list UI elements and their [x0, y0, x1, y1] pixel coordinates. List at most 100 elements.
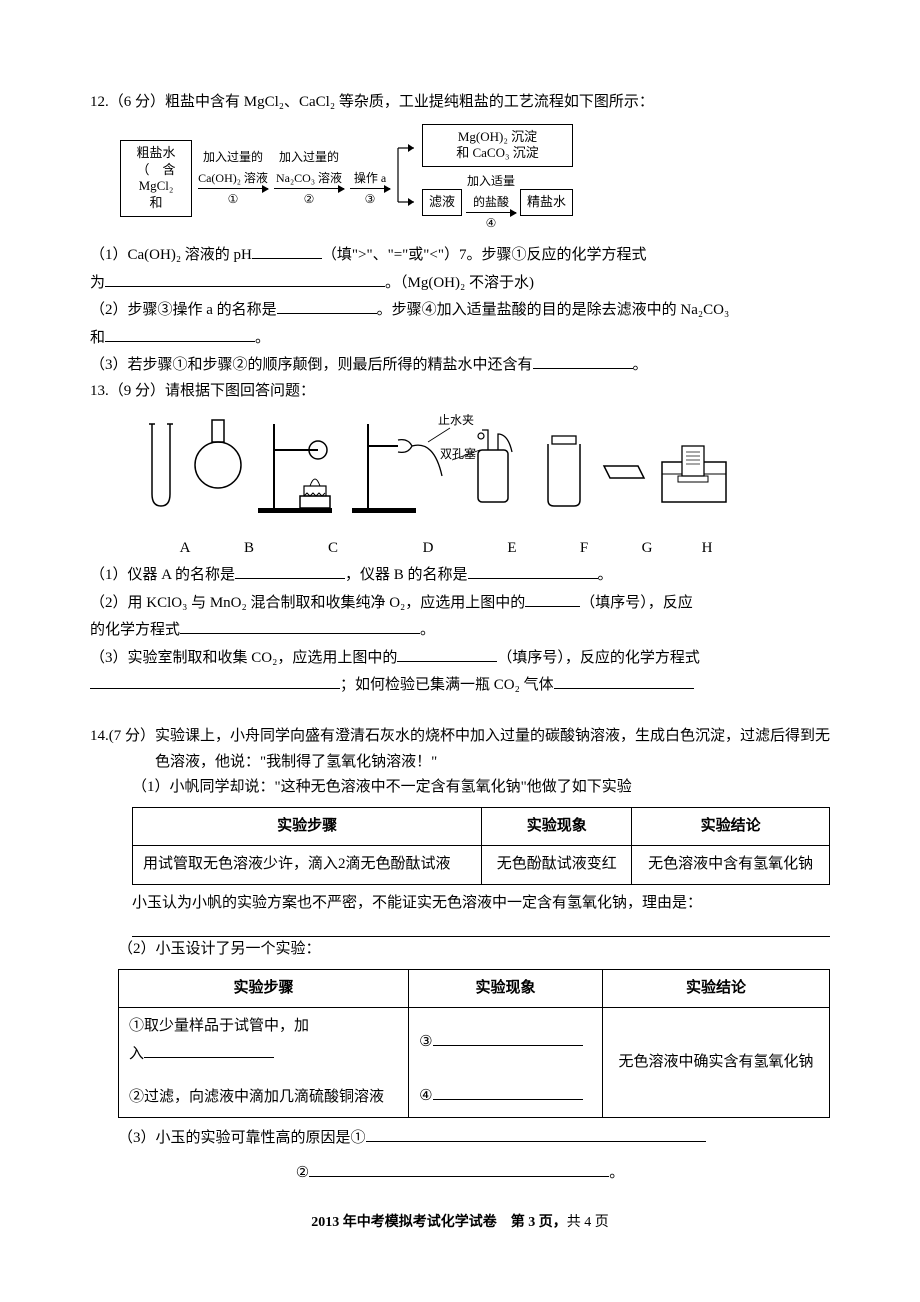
- flow-filtrate-box: 滤液: [422, 189, 462, 216]
- label-B: B: [215, 536, 283, 562]
- q14-part1: （1）小帆同学却说："这种无色溶液中不一定含有氢氧化钠"他做了如下实验: [132, 775, 830, 801]
- blank[interactable]: [105, 269, 385, 287]
- blank[interactable]: [132, 916, 830, 937]
- flow-opa-label: 操作 a: [354, 168, 386, 188]
- blank[interactable]: [277, 296, 377, 314]
- th-step: 实验步骤: [119, 969, 409, 1008]
- th-phen: 实验现象: [409, 969, 603, 1008]
- q14-table2: 实验步骤 实验现象 实验结论 ①取少量样品于试管中，加 入 ②过滤，向滤液中滴加…: [118, 969, 830, 1118]
- th-phen: 实验现象: [482, 807, 632, 846]
- flow-step2-num: ②: [304, 189, 315, 209]
- q12-p3b: 。: [633, 357, 648, 373]
- q14-p3b: ②: [296, 1165, 309, 1181]
- q13-part1: （1）仪器 A 的名称是 ，仪器 B 的名称是 。: [90, 561, 830, 589]
- blank[interactable]: [180, 616, 420, 634]
- q14-p1b-blank: [132, 916, 830, 937]
- flow-step1-top: 加入过量的: [203, 147, 263, 167]
- blank[interactable]: [433, 1028, 583, 1046]
- t2r2c2: ④: [419, 1088, 432, 1104]
- q14-stem: 实验课上，小舟同学向盛有澄清石灰水的烧杯中加入过量的碳酸钠溶液，生成白色沉淀，过…: [155, 724, 830, 775]
- td-conc: 无色溶液中含有氢氧化钠: [632, 846, 830, 885]
- flow-split: [396, 140, 416, 217]
- blank[interactable]: [397, 644, 497, 662]
- blank[interactable]: [144, 1040, 274, 1058]
- table-row: 用试管取无色溶液少许，滴入2滴无色酚酞试液 无色酚酞试液变红 无色溶液中含有氢氧…: [133, 846, 830, 885]
- th-step: 实验步骤: [133, 807, 482, 846]
- td-phen1: ③ ④: [409, 1008, 603, 1118]
- q13-p1b: ，仪器 B 的名称是: [345, 567, 468, 583]
- q14-table1: 实验步骤 实验现象 实验结论 用试管取无色溶液少许，滴入2滴无色酚酞试液 无色酚…: [132, 807, 830, 885]
- blank[interactable]: [235, 561, 345, 579]
- blank[interactable]: [90, 671, 340, 689]
- blank[interactable]: [309, 1159, 609, 1177]
- label-D: D: [383, 536, 473, 562]
- q13-p2b: （填序号），反应: [580, 595, 693, 611]
- q12-p2d: 。: [255, 330, 270, 346]
- blank[interactable]: [433, 1082, 583, 1100]
- q13-p1a: （1）仪器 A 的名称是: [90, 567, 235, 583]
- flow-step4-num: ④: [486, 213, 497, 233]
- flow-top-box: Mg(OH)₂ 沉淀 和 CaCO₃ 沉淀: [422, 124, 573, 168]
- q12-p1b: （填">"、"="或"<"）7。步骤①反应的化学方程式: [322, 247, 647, 263]
- blank[interactable]: [105, 324, 255, 342]
- q13-stem: 请根据下图回答问题：: [165, 383, 315, 399]
- flow-step1-num: ①: [228, 189, 239, 209]
- q12-p2b: 。步骤④加入适量盐酸的目的是除去滤液中的 Na₂CO₃: [377, 302, 730, 318]
- q12-flowchart: 粗盐水 （ 含 MgCl₂ 和 加入过量的 Ca(OH)₂ 溶液 ① 加入过量的…: [120, 124, 830, 234]
- q12-part1: （1）Ca(OH)₂ 溶液的 pH （填">"、"="或"<"）7。步骤①反应的化…: [90, 241, 830, 269]
- th-conc: 实验结论: [632, 807, 830, 846]
- flow-step4-mid: 的盐酸: [473, 192, 509, 212]
- flow-branches: Mg(OH)₂ 沉淀 和 CaCO₃ 沉淀 滤液 加入适量 的盐酸 ④ 精盐水: [422, 124, 573, 234]
- q12-stem: 粗盐中含有 MgCl₂、CaCl₂ 等杂质，工业提纯粗盐的工艺流程如下图所示：: [165, 94, 654, 110]
- blank[interactable]: [468, 561, 598, 579]
- footer-rest: 共 4 页: [567, 1215, 609, 1230]
- td-phen: 无色酚酞试液变红: [482, 846, 632, 885]
- label-H: H: [677, 536, 737, 562]
- flow-end-box: 精盐水: [520, 189, 573, 216]
- q14-number: 14.(7 分）: [90, 724, 155, 775]
- question-12: 12.（6 分）粗盐中含有 MgCl₂、CaCl₂ 等杂质，工业提纯粗盐的工艺流…: [90, 90, 830, 116]
- blank[interactable]: [252, 241, 322, 259]
- q13-p3c: ；如何检验已集满一瓶 CO₂ 气体: [340, 677, 554, 693]
- blank[interactable]: [366, 1124, 706, 1142]
- blank[interactable]: [533, 351, 633, 369]
- q14-p1b: 小玉认为小帆的实验方案也不严密，不能证实无色溶液中一定含有氢氧化钠，理由是：: [132, 891, 830, 917]
- flow-opa: 操作 a ③: [350, 147, 390, 209]
- q12-p2c: 和: [90, 330, 105, 346]
- table-row: 实验步骤 实验现象 实验结论: [133, 807, 830, 846]
- label-F: F: [551, 536, 617, 562]
- q14-part3: （3）小玉的实验可靠性高的原因是①: [118, 1124, 830, 1152]
- footer-bold: 2013 年中考模拟考试化学试卷 第 3 页，: [311, 1215, 567, 1230]
- q13-p3a: （3）实验室制取和收集 CO₂，应选用上图中的: [90, 650, 397, 666]
- question-13: 13.（9 分）请根据下图回答问题：: [90, 379, 830, 405]
- td-conc1: 无色溶液中确实含有氢氧化钠: [602, 1008, 829, 1118]
- t2r2c1: ②过滤，向滤液中滴加几滴硫酸铜溶液: [129, 1089, 384, 1105]
- q12-p3a: （3）若步骤①和步骤②的顺序颠倒，则最后所得的精盐水中还含有: [90, 357, 533, 373]
- q12-part2: （2）步骤③操作 a 的名称是。步骤④加入适量盐酸的目的是除去滤液中的 Na₂C…: [90, 296, 830, 324]
- q14-part2: （2）小玉设计了另一个实验：: [118, 937, 830, 963]
- flow-step1-mid: Ca(OH)₂ 溶液: [198, 168, 268, 188]
- table-row: ①取少量样品于试管中，加 入 ②过滤，向滤液中滴加几滴硫酸铜溶液 ③ ④ 无色溶…: [119, 1008, 830, 1118]
- flow-opa-num: ③: [365, 189, 376, 209]
- t2r1c1a: ①取少量样品于试管中，加: [129, 1018, 309, 1034]
- flow-step2: 加入过量的 Na₂CO₃ 溶液 ②: [274, 147, 344, 209]
- q12-part2-line2: 和。: [90, 324, 830, 352]
- q14-p3a: （3）小玉的实验可靠性高的原因是①: [118, 1130, 366, 1146]
- flow-step2-mid: Na₂CO₃ 溶液: [276, 168, 342, 188]
- q13-p3b: （填序号），反应的化学方程式: [497, 650, 700, 666]
- q13-p2d: 。: [420, 622, 435, 638]
- label-G: G: [617, 536, 677, 562]
- label-A: A: [155, 536, 215, 562]
- q12-number: 12.（6 分）: [90, 94, 165, 110]
- q13-p1c: 。: [598, 567, 613, 583]
- flow-step2-top: 加入过量的: [279, 147, 339, 167]
- q12-p1a: （1）Ca(OH)₂ 溶液的 pH: [90, 247, 252, 263]
- blank[interactable]: [525, 589, 580, 607]
- q14-p3c: 。: [609, 1165, 624, 1181]
- blank[interactable]: [554, 671, 694, 689]
- question-14: 14.(7 分） 实验课上，小舟同学向盛有澄清石灰水的烧杯中加入过量的碳酸钠溶液…: [90, 724, 830, 775]
- q13-apparatus: 止水夹 双孔塞: [140, 414, 830, 534]
- flow-step4-top: 加入适量: [467, 171, 515, 191]
- page-footer: 2013 年中考模拟考试化学试卷 第 3 页，共 4 页: [90, 1211, 830, 1235]
- label-C: C: [283, 536, 383, 562]
